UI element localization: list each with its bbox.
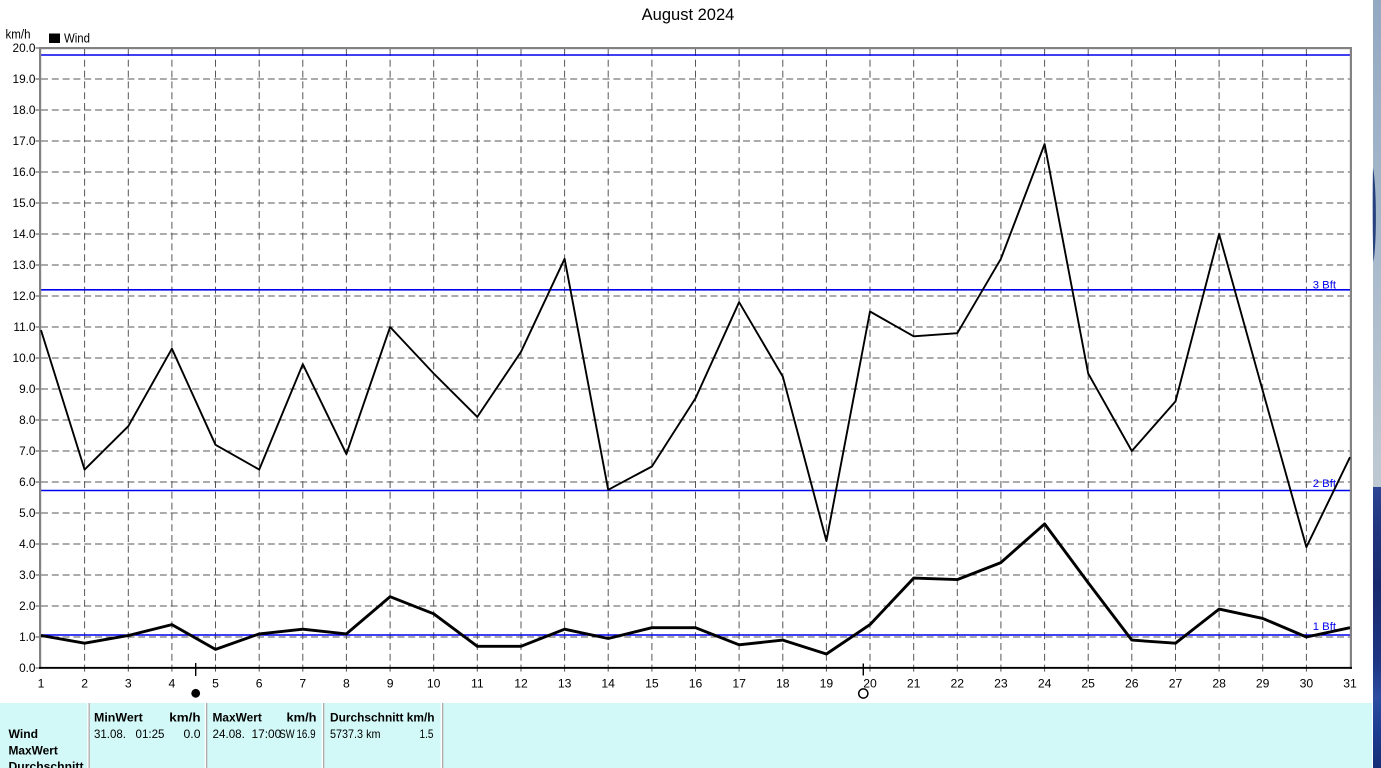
svg-text:19: 19 (820, 677, 834, 691)
svg-text:23: 23 (994, 677, 1008, 691)
svg-text:14.0: 14.0 (13, 227, 36, 241)
svg-text:MaxWert: MaxWert (9, 743, 58, 757)
svg-text:5: 5 (212, 677, 219, 691)
svg-text:29: 29 (1256, 677, 1270, 691)
svg-text:20.0: 20.0 (13, 41, 36, 55)
svg-text:3: 3 (125, 677, 132, 691)
svg-text:August 2024: August 2024 (642, 6, 735, 24)
svg-text:2: 2 (81, 677, 88, 691)
svg-text:24: 24 (1038, 677, 1052, 691)
svg-text:1.5: 1.5 (420, 727, 434, 741)
svg-text:15: 15 (645, 677, 659, 691)
svg-text:16.0: 16.0 (13, 165, 36, 179)
svg-text:11: 11 (471, 677, 484, 691)
svg-text:18: 18 (776, 677, 790, 691)
svg-text:15.0: 15.0 (13, 196, 36, 210)
svg-text:km/h: km/h (169, 711, 200, 725)
svg-text:20: 20 (863, 677, 877, 691)
svg-text:30: 30 (1300, 677, 1314, 691)
svg-text:3.0: 3.0 (19, 568, 36, 582)
svg-text:7.0: 7.0 (19, 444, 36, 458)
svg-text:14: 14 (601, 677, 615, 691)
svg-text:0.0: 0.0 (19, 661, 36, 675)
svg-text:6.0: 6.0 (19, 475, 36, 489)
svg-text:31: 31 (1343, 677, 1357, 691)
svg-text:2.0: 2.0 (19, 599, 36, 613)
svg-text:21: 21 (907, 677, 921, 691)
svg-text:28: 28 (1212, 677, 1226, 691)
svg-text:10.0: 10.0 (13, 351, 36, 365)
svg-text:7: 7 (299, 677, 306, 691)
svg-text:1.0: 1.0 (19, 630, 36, 644)
svg-text:1: 1 (38, 677, 45, 691)
svg-text:26: 26 (1125, 677, 1139, 691)
svg-text:6: 6 (256, 677, 263, 691)
svg-text:24.08.: 24.08. (213, 727, 245, 741)
svg-text:9: 9 (387, 677, 394, 691)
svg-text:Wind: Wind (64, 32, 90, 46)
svg-text:9.0: 9.0 (19, 382, 36, 396)
svg-text:4.0: 4.0 (19, 537, 36, 551)
svg-text:Durchschnitt: Durchschnitt (9, 760, 84, 768)
svg-text:16: 16 (689, 677, 703, 691)
svg-text:MinWert: MinWert (94, 711, 143, 725)
svg-text:8.0: 8.0 (19, 413, 36, 427)
svg-text:12: 12 (514, 677, 528, 691)
svg-text:km/h: km/h (6, 28, 31, 42)
svg-text:19.0: 19.0 (13, 72, 36, 86)
svg-text:27: 27 (1169, 677, 1183, 691)
svg-text:8: 8 (343, 677, 350, 691)
svg-text:km/h: km/h (287, 711, 317, 725)
svg-text:17:00: 17:00 (252, 727, 282, 741)
svg-text:25: 25 (1081, 677, 1095, 691)
svg-text:31.08.: 31.08. (94, 727, 126, 741)
svg-text:13.0: 13.0 (13, 258, 36, 272)
svg-text:22: 22 (951, 677, 965, 691)
svg-text:MaxWert: MaxWert (213, 711, 262, 725)
svg-text:16.9: 16.9 (297, 727, 316, 741)
svg-text:2 Bft: 2 Bft (1313, 478, 1337, 490)
svg-text:0.0: 0.0 (184, 727, 201, 741)
svg-text:1 Bft: 1 Bft (1313, 621, 1337, 633)
svg-text:17.0: 17.0 (13, 134, 36, 148)
svg-text:4: 4 (169, 677, 176, 691)
svg-text:12.0: 12.0 (13, 289, 36, 303)
svg-text:Durchschnitt km/h: Durchschnitt km/h (330, 711, 435, 725)
svg-text:5.0: 5.0 (19, 506, 36, 520)
svg-text:18.0: 18.0 (13, 103, 36, 117)
svg-text:01:25: 01:25 (136, 727, 165, 741)
svg-text:5737.3 km: 5737.3 km (330, 727, 381, 741)
svg-text:11.0: 11.0 (13, 320, 36, 334)
svg-text:Wind: Wind (9, 727, 39, 741)
svg-text:13: 13 (558, 677, 572, 691)
svg-text:SW: SW (280, 727, 296, 741)
svg-text:3 Bft: 3 Bft (1313, 280, 1337, 292)
svg-text:17: 17 (732, 677, 746, 691)
svg-text:10: 10 (427, 677, 441, 691)
